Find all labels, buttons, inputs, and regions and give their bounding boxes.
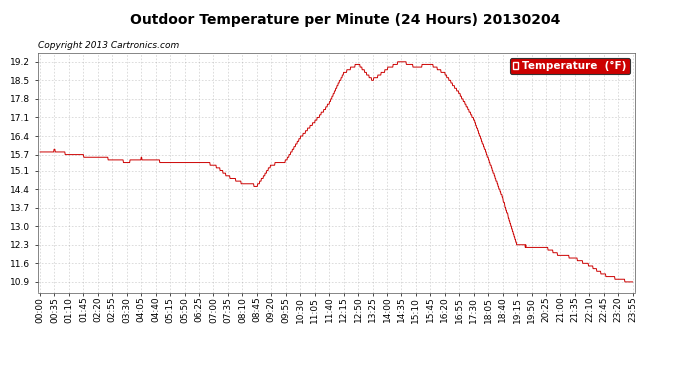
Text: Outdoor Temperature per Minute (24 Hours) 20130204: Outdoor Temperature per Minute (24 Hours… — [130, 13, 560, 27]
Text: Copyright 2013 Cartronics.com: Copyright 2013 Cartronics.com — [38, 41, 179, 50]
Legend: Temperature  (°F): Temperature (°F) — [510, 58, 629, 74]
